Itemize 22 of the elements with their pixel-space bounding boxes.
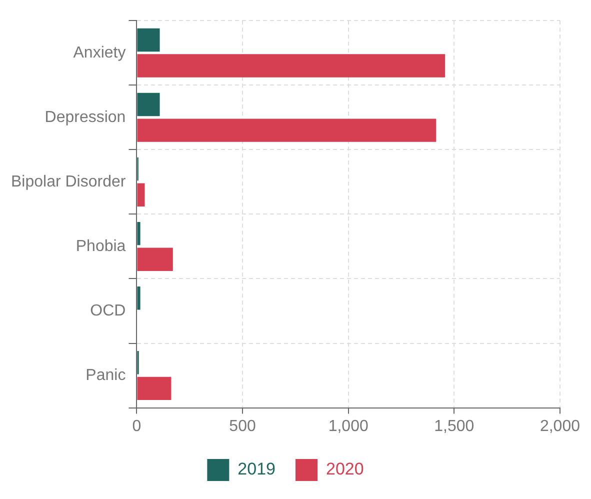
bar [137,118,436,142]
y-tick-label: Bipolar Disorder [10,173,126,190]
y-tick-label: Depression [44,108,126,126]
legend-label: 2020 [326,460,364,479]
bar [137,376,172,400]
x-tick-label: 0 [132,418,142,435]
x-tick-label: 2,000 [540,418,580,435]
bar [137,286,140,310]
x-tick-label: 1,500 [434,418,474,435]
y-tick-label: Phobia [76,238,126,255]
y-tick-label: OCD [90,302,126,320]
y-tick-label: Anxiety [73,44,126,62]
bar [137,222,140,246]
x-tick-label: 500 [229,418,256,435]
x-tick-label: 1,000 [328,418,368,435]
y-tick-label: Panic [86,366,126,384]
bar [137,183,145,206]
bar [137,28,160,52]
legend-label: 2019 [238,460,276,479]
bar [137,54,446,78]
bar [137,92,160,116]
bar [137,248,173,271]
